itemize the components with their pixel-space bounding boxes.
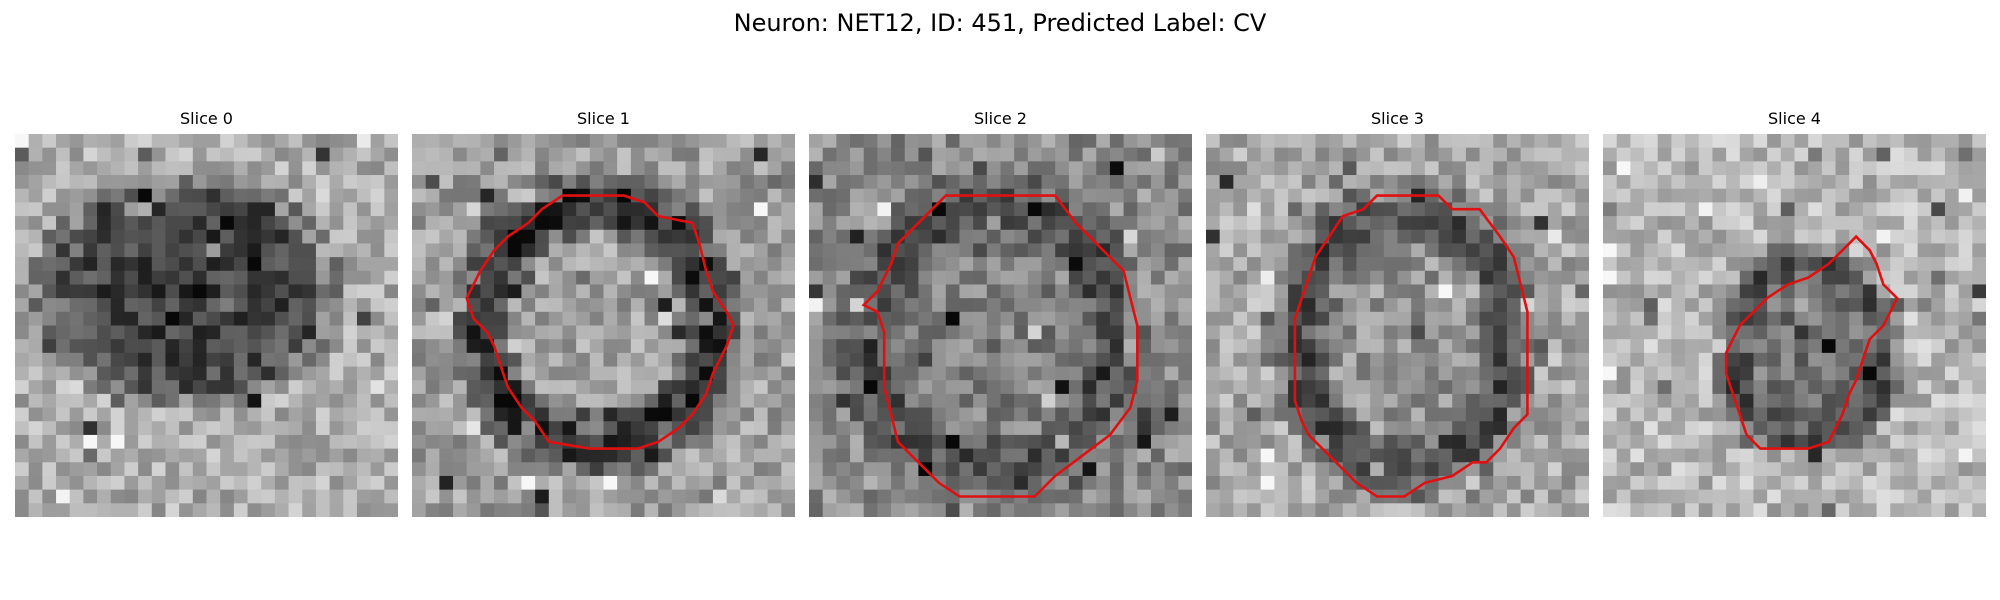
segmentation-contour: [1293, 194, 1529, 498]
pixel-grid: [1603, 134, 1986, 517]
slice-image: [412, 134, 795, 517]
panel-slice-1: Slice 1: [412, 108, 795, 517]
panel-slice-2: Slice 2: [809, 108, 1192, 517]
pixel-grid: [15, 134, 398, 517]
panel-title: Slice 1: [577, 109, 630, 128]
figure-title: Neuron: NET12, ID: 451, Predicted Label:…: [733, 9, 1267, 37]
slice-image: [1603, 134, 1986, 517]
slice-image: [1206, 134, 1589, 517]
segmentation-contour: [465, 194, 735, 450]
segmentation-contour: [861, 194, 1139, 498]
panel-slice-4: Slice 4: [1603, 108, 1986, 517]
slice-image: [15, 134, 398, 517]
pixel-grid: [1206, 134, 1589, 517]
panel-title: Slice 2: [974, 109, 1027, 128]
pixel-grid: [412, 134, 795, 517]
panel-title: Slice 4: [1768, 109, 1821, 128]
panel-title: Slice 3: [1371, 109, 1424, 128]
segmentation-contour: [1724, 234, 1899, 450]
slice-image: [809, 134, 1192, 517]
panel-slice-3: Slice 3: [1206, 108, 1589, 517]
panel-slice-0: Slice 0: [15, 108, 398, 517]
panel-title: Slice 0: [180, 109, 233, 128]
pixel-grid: [809, 134, 1192, 517]
